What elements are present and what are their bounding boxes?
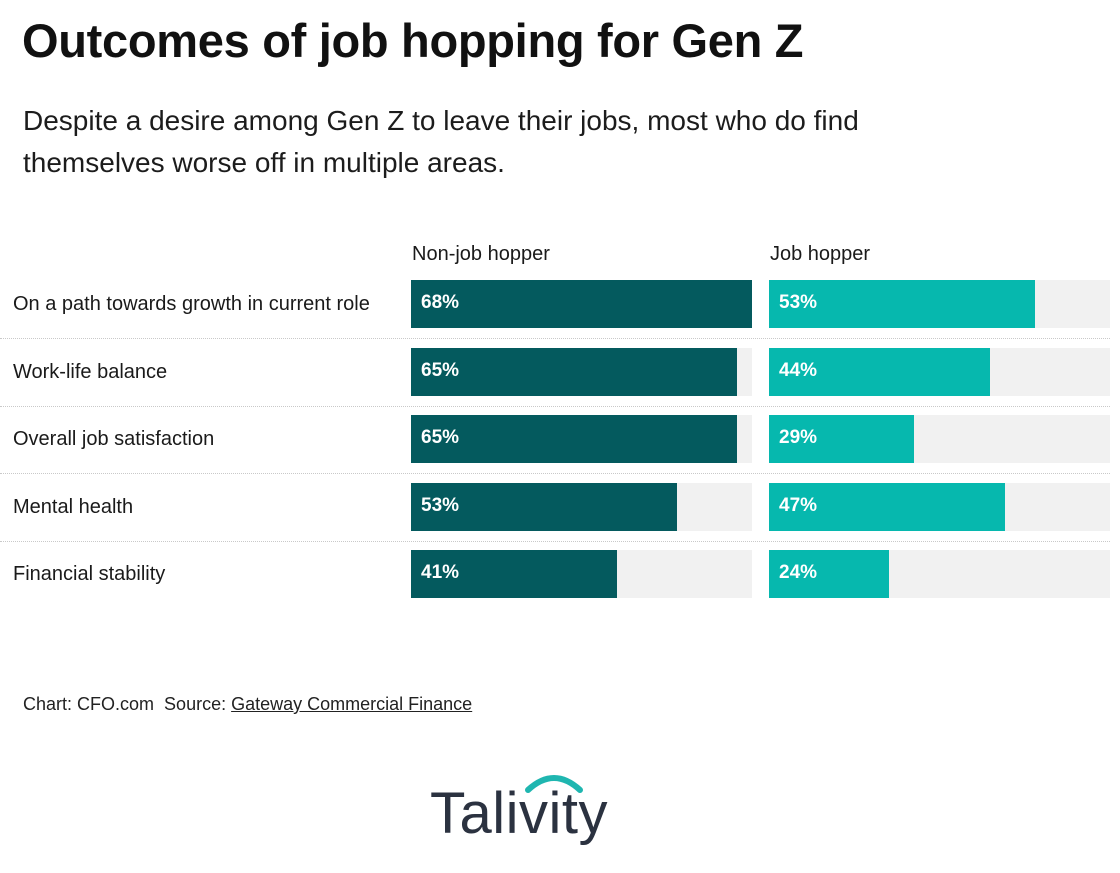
non-job-hopper-bar: 65% (411, 348, 737, 396)
job-hopper-track: 29% (769, 415, 1110, 463)
chart-row: On a path towards growth in current role… (0, 280, 1120, 328)
chart-row: Work-life balance 65% 44% (0, 348, 1120, 396)
talivity-logo: Talivity (430, 770, 630, 860)
source-link[interactable]: Gateway Commercial Finance (231, 694, 473, 714)
non-job-hopper-track: 53% (411, 483, 752, 531)
job-hopper-bar: 24% (769, 550, 890, 598)
non-job-hopper-value-label: 53% (421, 495, 460, 516)
non-job-hopper-value-label: 41% (421, 562, 460, 583)
job-hopper-track: 44% (769, 348, 1110, 396)
job-hopper-value-label: 24% (779, 562, 818, 583)
job-hopper-track: 47% (769, 483, 1110, 531)
legend-non-job-hopper: Non-job hopper (412, 243, 550, 265)
chart-subtitle: Despite a desire among Gen Z to leave th… (23, 105, 859, 178)
row-separator (0, 406, 1110, 407)
non-job-hopper-bar: 41% (411, 550, 617, 598)
non-job-hopper-track: 65% (411, 348, 752, 396)
job-hopper-value-label: 44% (779, 360, 818, 381)
source-prefix: Source: (164, 694, 227, 714)
row-separator (0, 338, 1110, 339)
job-hopper-value-label: 29% (779, 427, 818, 448)
row-separator (0, 541, 1110, 542)
chart-row: Financial stability 41% 24% (0, 550, 1120, 598)
job-hopper-value-label: 47% (779, 495, 818, 516)
non-job-hopper-track: 41% (411, 550, 752, 598)
chart-credit: Chart: CFO.com (23, 694, 155, 714)
non-job-hopper-track: 65% (411, 415, 752, 463)
category-label: Work-life balance (13, 361, 168, 383)
chart-row: Mental health 53% 47% (0, 483, 1120, 531)
logo-wordmark: Talivity (430, 781, 609, 846)
chart-footer: Chart: CFO.com Source: Gateway Commercia… (23, 694, 472, 715)
chart-title: Outcomes of job hopping for Gen Z (22, 14, 804, 67)
category-label: Financial stability (13, 563, 166, 585)
non-job-hopper-value-label: 65% (421, 427, 460, 448)
non-job-hopper-value-label: 65% (421, 360, 460, 381)
non-job-hopper-bar: 68% (411, 280, 752, 328)
category-label: Mental health (13, 496, 134, 518)
category-label: On a path towards growth in current role (13, 293, 370, 315)
row-separator (0, 473, 1110, 474)
job-hopper-track: 24% (769, 550, 1110, 598)
chart-row: Overall job satisfaction 65% 29% (0, 415, 1120, 463)
logo-arc-icon (525, 775, 583, 793)
job-hopper-bar: 29% (769, 415, 915, 463)
non-job-hopper-bar: 65% (411, 415, 737, 463)
job-hopper-bar: 44% (769, 348, 990, 396)
job-hopper-value-label: 53% (779, 292, 818, 313)
legend-job-hopper: Job hopper (770, 243, 871, 265)
job-hopper-bar: 47% (769, 483, 1005, 531)
non-job-hopper-value-label: 68% (421, 292, 460, 313)
job-hopper-bar: 53% (769, 280, 1035, 328)
job-hopper-track: 53% (769, 280, 1110, 328)
category-label: Overall job satisfaction (13, 428, 215, 450)
non-job-hopper-track: 68% (411, 280, 752, 328)
non-job-hopper-bar: 53% (411, 483, 677, 531)
